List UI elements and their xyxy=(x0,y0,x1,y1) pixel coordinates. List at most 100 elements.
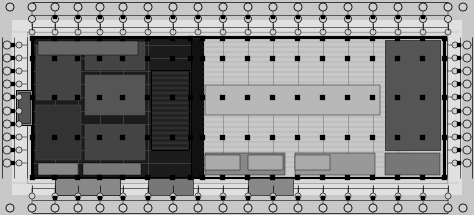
Circle shape xyxy=(463,159,471,167)
Circle shape xyxy=(169,204,177,212)
Bar xyxy=(385,153,440,175)
Bar xyxy=(12,20,462,195)
Bar xyxy=(296,196,300,200)
Bar xyxy=(220,95,226,100)
Bar xyxy=(443,135,447,140)
Bar xyxy=(189,95,193,100)
Bar xyxy=(296,15,300,19)
Circle shape xyxy=(345,15,352,23)
Bar xyxy=(246,15,250,19)
Bar xyxy=(146,196,150,200)
Circle shape xyxy=(419,204,427,212)
Bar xyxy=(295,153,375,175)
Circle shape xyxy=(16,55,22,61)
Bar xyxy=(98,175,102,180)
Circle shape xyxy=(29,29,35,35)
Circle shape xyxy=(295,193,301,199)
Circle shape xyxy=(219,15,227,23)
Bar xyxy=(248,155,283,170)
Bar xyxy=(420,135,426,140)
Circle shape xyxy=(16,68,22,74)
Circle shape xyxy=(452,81,458,87)
Bar xyxy=(83,163,141,175)
Bar xyxy=(75,135,81,140)
Circle shape xyxy=(3,159,11,167)
Bar xyxy=(371,35,375,40)
Circle shape xyxy=(345,29,351,35)
Circle shape xyxy=(244,3,252,11)
Bar xyxy=(11,56,15,60)
Bar xyxy=(30,175,36,180)
Circle shape xyxy=(169,3,177,11)
Bar xyxy=(271,196,275,200)
Bar xyxy=(246,175,250,180)
Bar xyxy=(295,135,301,140)
Bar xyxy=(189,135,193,140)
Bar xyxy=(457,82,461,86)
Bar xyxy=(85,42,145,70)
Bar xyxy=(271,55,275,60)
Bar xyxy=(346,196,350,200)
Circle shape xyxy=(395,29,401,35)
Circle shape xyxy=(463,93,471,101)
Bar xyxy=(171,35,175,40)
Circle shape xyxy=(144,3,152,11)
Circle shape xyxy=(3,67,11,75)
Bar xyxy=(205,85,380,115)
Bar xyxy=(420,95,426,100)
Circle shape xyxy=(452,160,458,166)
Circle shape xyxy=(96,204,104,212)
Bar xyxy=(189,35,193,40)
Circle shape xyxy=(269,204,277,212)
Circle shape xyxy=(319,3,327,11)
Circle shape xyxy=(394,204,402,212)
Circle shape xyxy=(97,193,103,199)
Bar xyxy=(346,15,350,19)
Bar xyxy=(53,95,57,100)
Bar xyxy=(85,75,145,115)
Circle shape xyxy=(74,3,82,11)
Circle shape xyxy=(170,15,176,23)
Bar xyxy=(457,95,461,99)
Circle shape xyxy=(420,29,426,35)
Bar xyxy=(220,35,226,40)
Bar xyxy=(371,55,375,60)
Circle shape xyxy=(6,204,14,212)
Bar xyxy=(11,122,15,126)
Bar xyxy=(18,92,30,123)
Bar xyxy=(148,178,193,195)
Bar xyxy=(395,55,401,60)
Bar xyxy=(146,15,150,19)
Circle shape xyxy=(245,193,251,199)
Bar xyxy=(320,175,326,180)
Bar xyxy=(171,135,175,140)
Circle shape xyxy=(463,120,471,128)
Bar xyxy=(371,175,375,180)
Circle shape xyxy=(294,204,302,212)
Circle shape xyxy=(119,204,127,212)
Bar xyxy=(421,15,425,19)
Bar xyxy=(75,95,81,100)
Bar xyxy=(203,38,443,177)
Circle shape xyxy=(3,54,11,62)
Bar xyxy=(146,135,151,140)
Bar xyxy=(271,135,275,140)
Circle shape xyxy=(3,120,11,128)
Circle shape xyxy=(320,193,326,199)
Circle shape xyxy=(194,3,202,11)
Bar xyxy=(189,175,193,180)
Bar xyxy=(346,55,350,60)
Bar xyxy=(395,135,401,140)
Circle shape xyxy=(444,204,452,212)
Bar xyxy=(271,175,275,180)
Circle shape xyxy=(370,15,376,23)
Circle shape xyxy=(419,3,427,11)
Bar xyxy=(98,95,102,100)
Bar xyxy=(246,35,250,40)
Bar xyxy=(201,175,206,180)
Bar xyxy=(420,175,426,180)
Bar xyxy=(220,175,226,180)
Bar xyxy=(85,125,145,160)
Bar xyxy=(395,35,401,40)
Circle shape xyxy=(119,15,127,23)
